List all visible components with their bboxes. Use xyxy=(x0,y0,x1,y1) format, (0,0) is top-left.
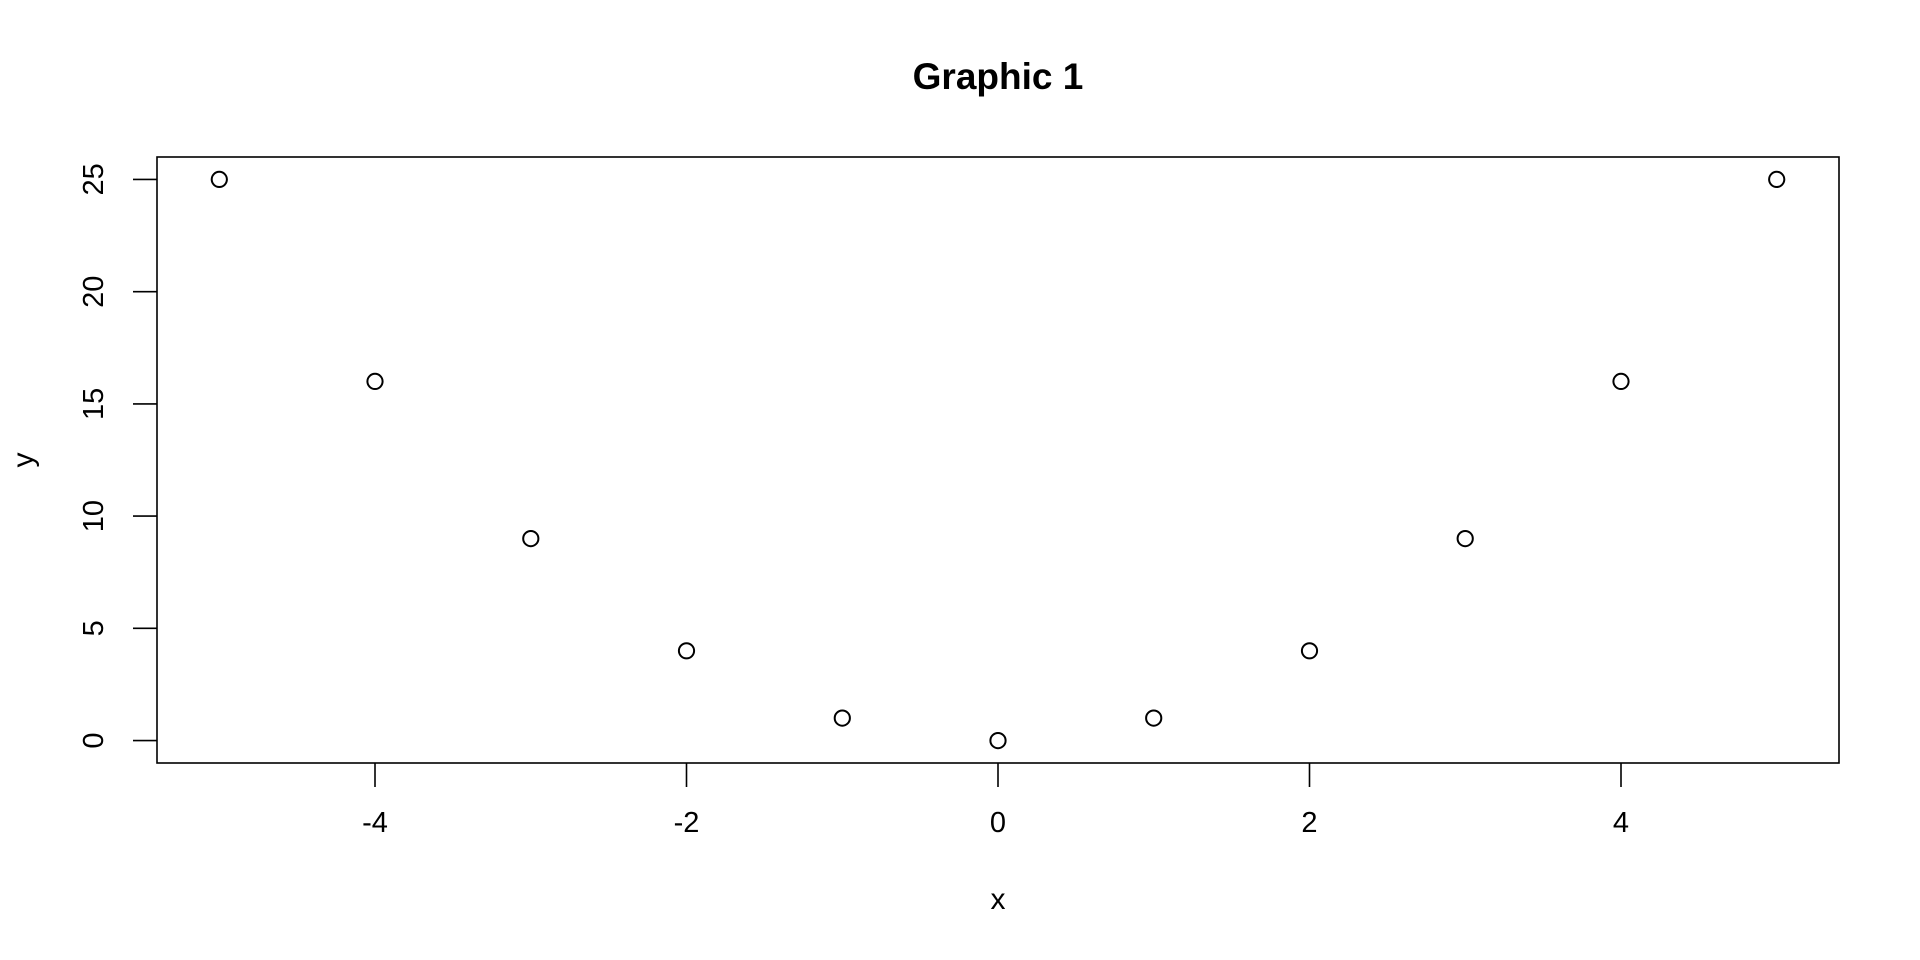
svg-text:10: 10 xyxy=(78,500,110,532)
svg-text:y: y xyxy=(7,453,40,468)
svg-text:0: 0 xyxy=(990,807,1006,839)
svg-text:2: 2 xyxy=(1301,807,1317,839)
svg-text:-4: -4 xyxy=(362,807,388,839)
svg-text:4: 4 xyxy=(1613,807,1629,839)
svg-text:-2: -2 xyxy=(674,807,700,839)
svg-text:25: 25 xyxy=(78,163,110,195)
svg-text:5: 5 xyxy=(78,620,110,636)
svg-text:20: 20 xyxy=(78,276,110,308)
svg-text:x: x xyxy=(991,883,1006,916)
svg-text:0: 0 xyxy=(78,733,110,749)
svg-text:15: 15 xyxy=(78,388,110,420)
